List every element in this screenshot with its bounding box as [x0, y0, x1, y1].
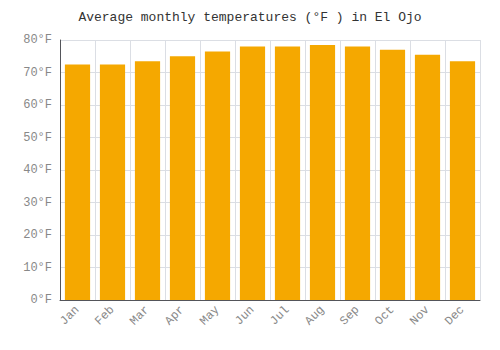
svg-text:Oct: Oct — [372, 303, 397, 328]
svg-text:0°F: 0°F — [30, 293, 52, 307]
svg-text:Mar: Mar — [127, 303, 152, 328]
svg-text:70°F: 70°F — [23, 66, 52, 80]
svg-text:Nov: Nov — [407, 303, 432, 328]
svg-text:Average monthly temperatures (: Average monthly temperatures (°F ) in El… — [78, 10, 421, 25]
svg-text:Feb: Feb — [92, 303, 117, 328]
svg-text:40°F: 40°F — [23, 163, 52, 177]
svg-text:Aug: Aug — [302, 303, 327, 328]
svg-text:Jun: Jun — [232, 303, 257, 328]
svg-text:Apr: Apr — [162, 303, 187, 328]
svg-text:Jul: Jul — [267, 303, 292, 328]
svg-text:50°F: 50°F — [23, 131, 52, 145]
svg-text:Sep: Sep — [337, 303, 362, 328]
svg-text:60°F: 60°F — [23, 98, 52, 112]
svg-text:Dec: Dec — [442, 303, 467, 328]
svg-text:Jan: Jan — [57, 303, 82, 328]
svg-text:20°F: 20°F — [23, 228, 52, 242]
svg-text:30°F: 30°F — [23, 196, 52, 210]
svg-text:80°F: 80°F — [23, 33, 52, 47]
svg-text:May: May — [197, 303, 222, 328]
svg-text:10°F: 10°F — [23, 261, 52, 275]
